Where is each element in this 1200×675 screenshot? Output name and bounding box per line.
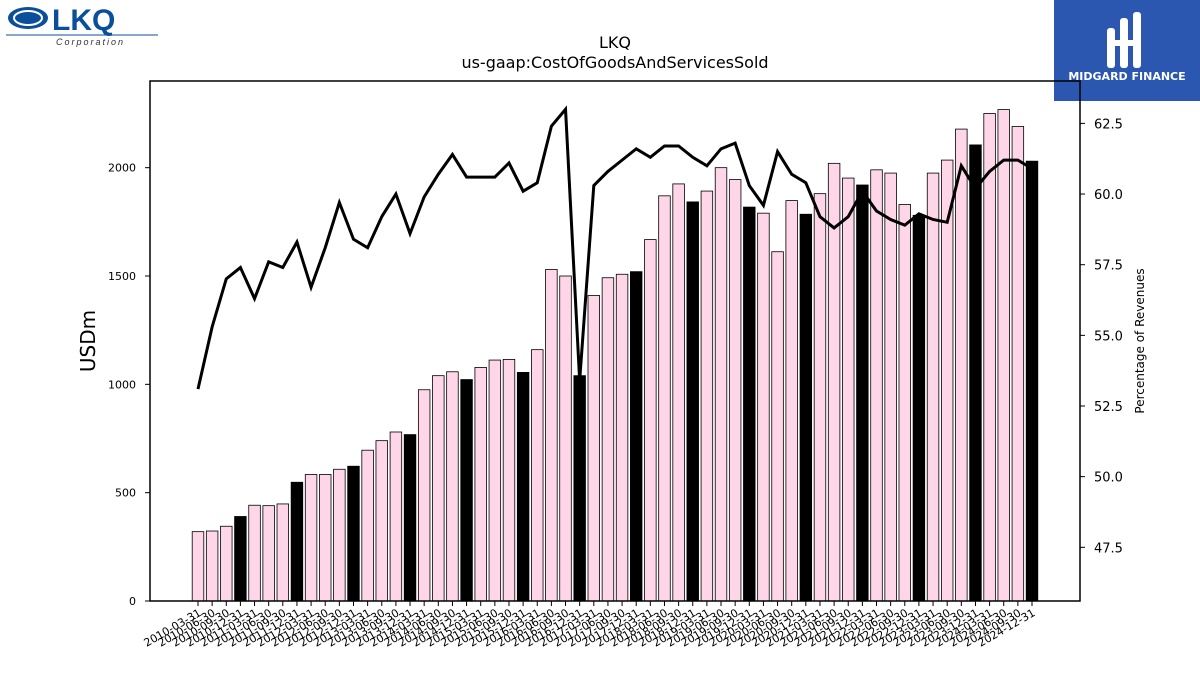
bar-2012-12-31 xyxy=(347,465,360,602)
bar-2012-03-31 xyxy=(304,474,318,602)
y-tick-label: 0 xyxy=(129,595,136,608)
bar-2010-06-30 xyxy=(205,530,219,602)
lkq-logo: LKQ Corporation xyxy=(4,4,160,48)
y2-tick-label: 57.5 xyxy=(1094,259,1123,274)
bar-2017-09-30 xyxy=(615,273,629,602)
y-axis-label: USDm xyxy=(76,310,100,372)
bar-2011-09-30 xyxy=(276,503,290,602)
bar-2018-09-30 xyxy=(672,183,685,602)
bar-2021-12-31 xyxy=(856,184,869,602)
bar-2014-03-31 xyxy=(417,389,431,602)
bar-2022-12-31 xyxy=(912,214,926,602)
bar-2024-06-30 xyxy=(997,109,1010,602)
bar-2019-12-31 xyxy=(743,206,756,602)
y2-tick-label: 62.5 xyxy=(1094,117,1123,132)
y2-tick-label: 47.5 xyxy=(1094,541,1123,556)
bar-2021-03-31 xyxy=(813,193,827,602)
lkq-logo-text: LKQ xyxy=(52,4,115,37)
bar-2010-12-31 xyxy=(234,516,247,602)
chart-title: LKQ xyxy=(599,33,631,52)
bar-2016-03-31 xyxy=(531,349,544,602)
bar-2020-06-30 xyxy=(771,251,784,602)
y-axis: 0 500 1000 1500 2000 xyxy=(108,162,150,608)
bar-2016-06-30 xyxy=(545,269,558,602)
lkq-logo-subtext: Corporation xyxy=(56,37,125,47)
bar-2019-09-30 xyxy=(728,179,742,602)
bar-2021-09-30 xyxy=(842,177,855,602)
bar-2012-09-30 xyxy=(333,468,346,602)
y2-tick-label: 60.0 xyxy=(1094,188,1123,203)
bar-2019-03-31 xyxy=(700,190,714,602)
bar-2012-06-30 xyxy=(319,474,332,602)
bar-series xyxy=(191,109,1039,602)
bar-2015-03-31 xyxy=(474,367,487,602)
y2-tick-label: 52.5 xyxy=(1094,400,1123,415)
y-tick-label: 1000 xyxy=(108,378,136,391)
bar-2016-12-31 xyxy=(573,375,586,602)
bar-2016-09-30 xyxy=(559,275,572,602)
y2-axis-label: Percentage of Revenues xyxy=(1133,268,1147,413)
bar-2011-06-30 xyxy=(262,505,275,602)
bar-2013-12-31 xyxy=(403,434,417,602)
y2-tick-label: 50.0 xyxy=(1094,471,1123,486)
bar-2011-03-31 xyxy=(248,504,261,602)
y-tick-label: 500 xyxy=(115,487,136,500)
bar-2022-06-30 xyxy=(884,172,897,602)
bar-2014-09-30 xyxy=(446,371,459,602)
bar-2015-12-31 xyxy=(516,372,530,602)
percentage-line xyxy=(196,105,1033,390)
bar-2020-03-31 xyxy=(757,212,770,602)
bar-2019-06-30 xyxy=(714,167,728,602)
bar-2013-09-30 xyxy=(389,431,403,602)
bar-2024-03-31 xyxy=(983,113,996,602)
plot-frame xyxy=(149,80,1081,602)
bar-2022-09-30 xyxy=(898,204,911,602)
midgard-emblem-icon xyxy=(1107,12,1141,68)
bar-2010-03-31 xyxy=(191,531,205,602)
midgard-logo-text: MIDGARD FINANCE xyxy=(1068,70,1185,83)
bar-2013-03-31 xyxy=(361,449,374,602)
bar-2020-09-30 xyxy=(785,200,798,602)
chart-subtitle: us-gaap:CostOfGoodsAndServicesSold xyxy=(461,53,768,72)
bar-2017-03-31 xyxy=(587,295,600,602)
bar-2024-09-30 xyxy=(1011,126,1025,602)
bar-2018-12-31 xyxy=(686,201,699,602)
y-tick-label: 1500 xyxy=(108,270,136,283)
line-series xyxy=(196,105,1033,390)
bar-2017-06-30 xyxy=(601,277,615,602)
bar-2022-03-31 xyxy=(870,169,883,602)
y2-axis: 47.5 50.0 52.5 55.0 57.5 60.0 62.5 xyxy=(1080,117,1123,556)
bar-2015-09-30 xyxy=(502,359,516,602)
bar-2023-12-31 xyxy=(969,144,982,602)
bar-2013-06-30 xyxy=(375,440,388,602)
y-tick-label: 2000 xyxy=(108,162,136,175)
y2-tick-label: 55.0 xyxy=(1094,329,1123,344)
bar-2014-06-30 xyxy=(432,375,445,602)
x-axis: 2010-03-312010-06-302010-09-302010-12-31… xyxy=(142,601,1038,650)
bar-2014-12-31 xyxy=(460,379,473,602)
bar-2018-06-30 xyxy=(658,195,671,602)
bar-2024-12-31 xyxy=(1025,160,1039,602)
midgard-finance-logo: MIDGARD FINANCE xyxy=(1054,0,1200,101)
bar-2023-09-30 xyxy=(955,128,968,602)
bar-2017-12-31 xyxy=(630,271,643,602)
bar-2023-06-30 xyxy=(940,159,954,602)
bar-2020-12-31 xyxy=(799,213,813,602)
bar-2010-09-30 xyxy=(220,525,233,602)
bar-2018-03-31 xyxy=(644,239,657,602)
bar-2011-12-31 xyxy=(290,481,304,602)
bar-2023-03-31 xyxy=(926,172,940,602)
bar-2015-06-30 xyxy=(488,359,502,602)
